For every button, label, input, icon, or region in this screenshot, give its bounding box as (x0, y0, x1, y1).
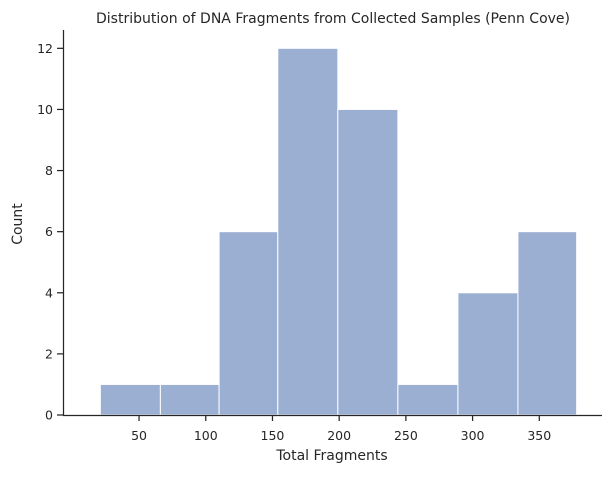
chart-title: Distribution of DNA Fragments from Colle… (96, 11, 570, 27)
histogram-bar (517, 231, 578, 416)
x-tick-label: 250 (394, 428, 418, 443)
histogram-bar (397, 383, 459, 416)
x-tick-label: 100 (194, 428, 218, 443)
y-tick-label: 12 (37, 41, 53, 56)
x-tick-label: 300 (461, 428, 485, 443)
histogram-bar (99, 383, 161, 416)
x-tick-label: 200 (327, 428, 351, 443)
x-tick-label: 50 (131, 428, 147, 443)
bars-group (99, 47, 578, 416)
x-tick-label: 350 (527, 428, 551, 443)
x-axis-label: Total Fragments (275, 448, 387, 464)
y-tick-label: 4 (45, 285, 53, 300)
y-tick-label: 0 (45, 408, 53, 423)
y-tick-label: 10 (37, 102, 53, 117)
x-tick-label: 150 (261, 428, 285, 443)
y-axis-label: Count (10, 203, 26, 245)
x-axis-ticks: 50 100 150 200 250 300 350 (131, 415, 551, 443)
y-tick-label: 8 (45, 163, 53, 178)
y-axis-ticks: 0 2 4 6 8 10 12 (37, 41, 63, 423)
histogram-bar (337, 108, 399, 416)
histogram-bar (218, 231, 279, 416)
histogram-bar (277, 47, 339, 416)
histogram-bar (159, 383, 220, 416)
y-tick-label: 6 (45, 224, 53, 239)
histogram-bar (457, 292, 519, 416)
y-tick-label: 2 (45, 346, 53, 361)
